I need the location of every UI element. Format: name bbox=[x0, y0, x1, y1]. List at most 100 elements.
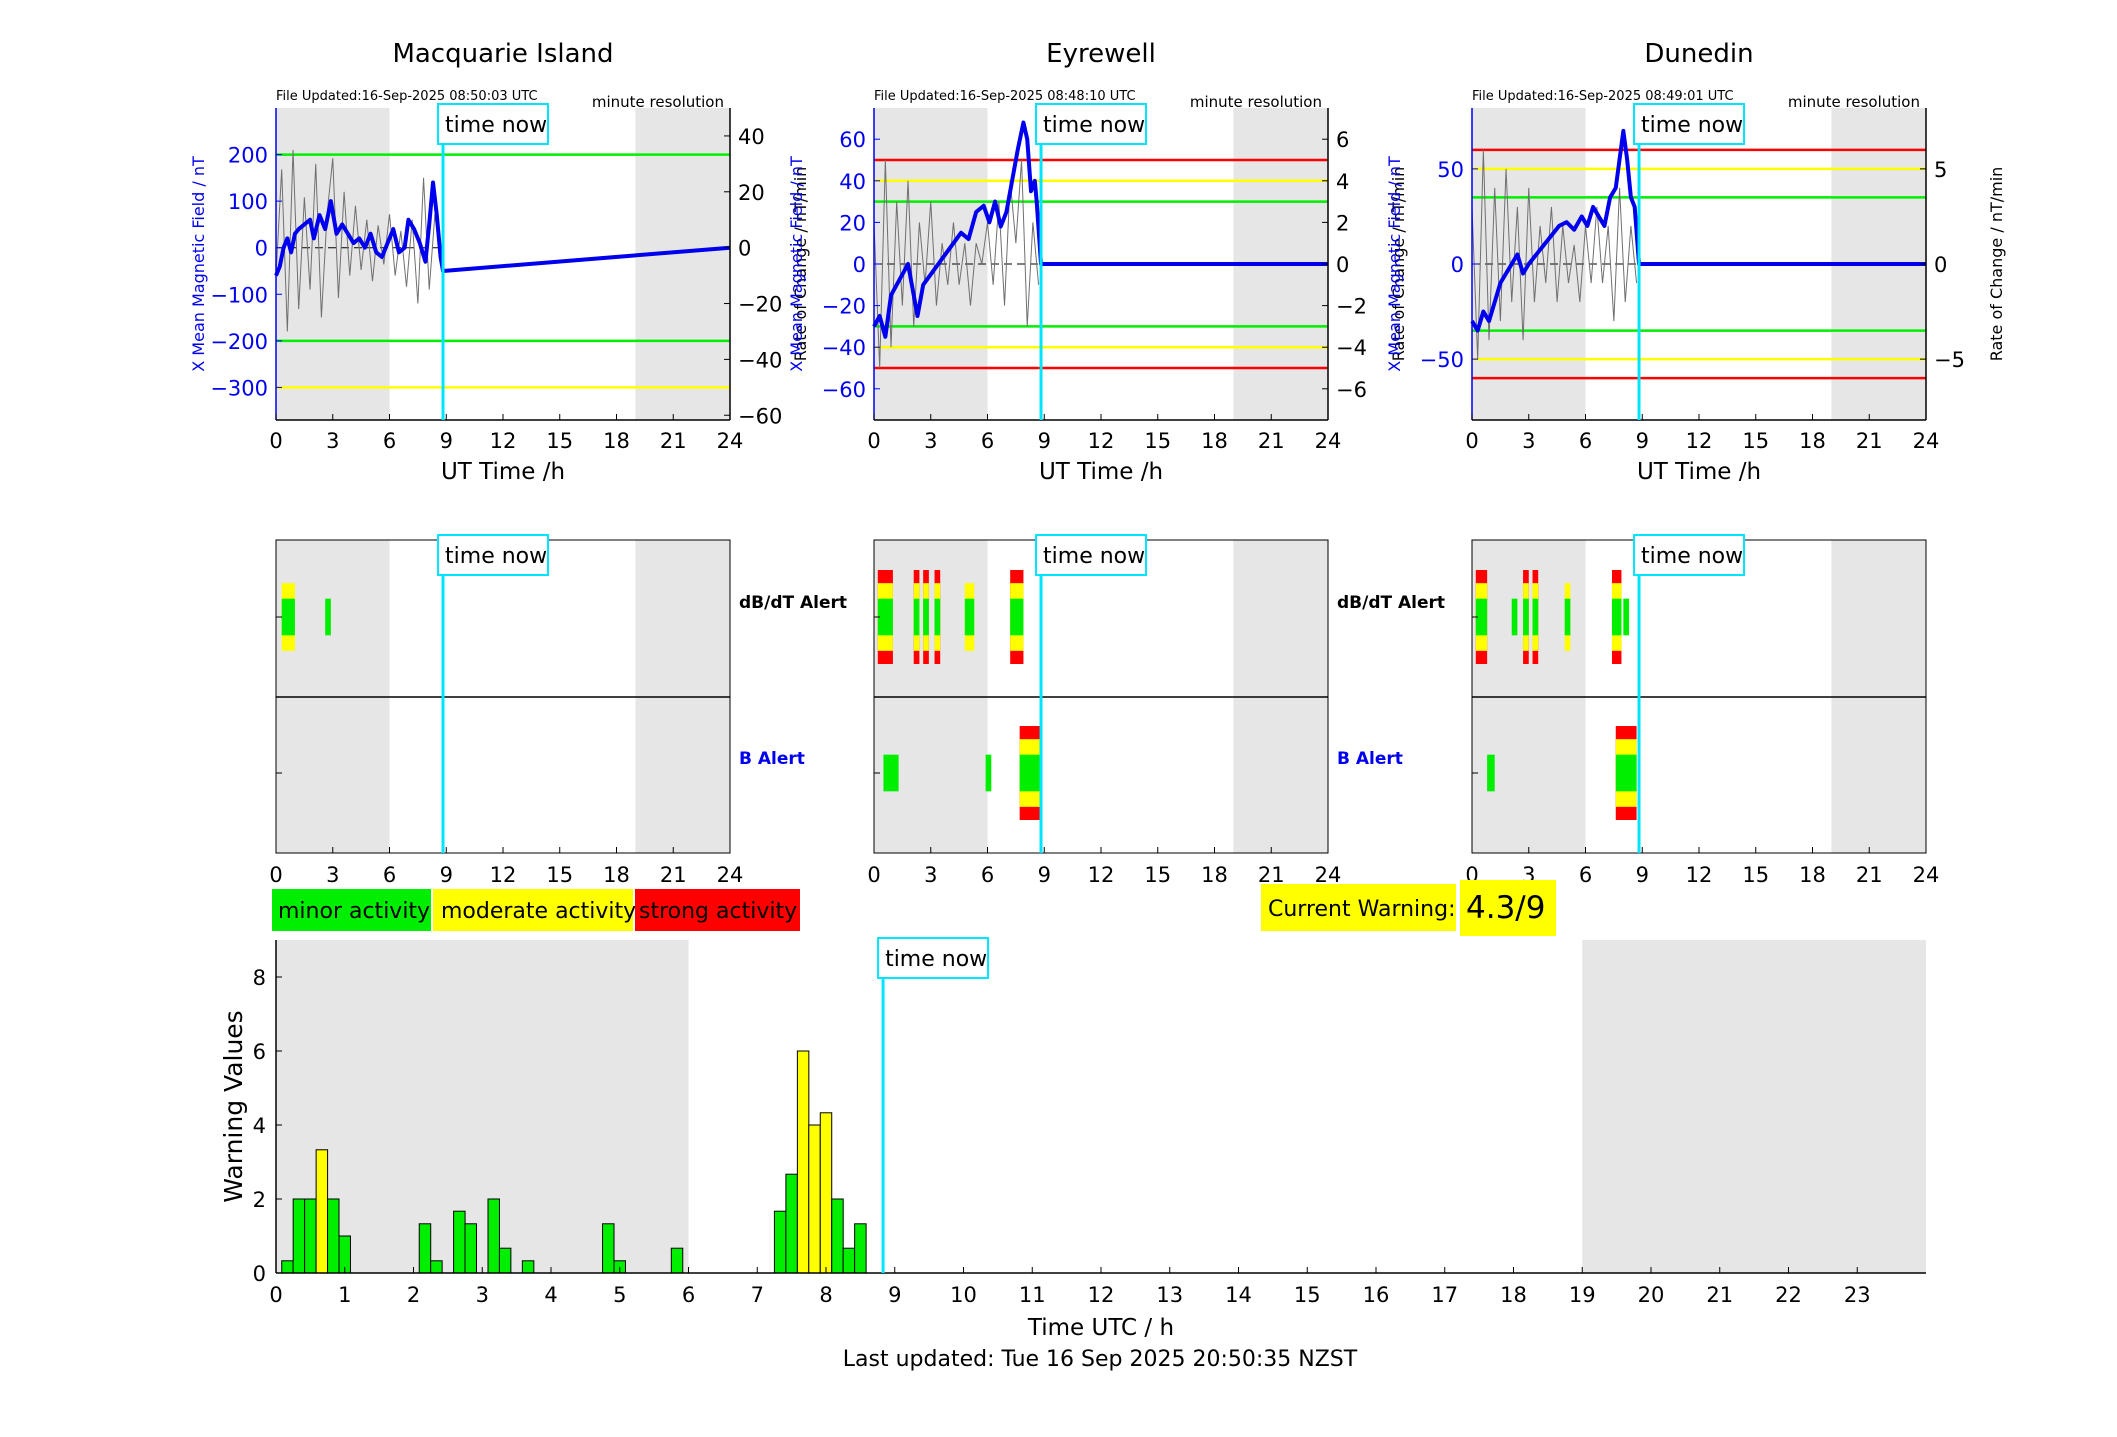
y-right-tick-label: −40 bbox=[738, 348, 782, 372]
time-now-label: time now bbox=[1043, 113, 1145, 138]
alert-bar-minor bbox=[883, 754, 899, 792]
y-tick-label: 2 bbox=[253, 1188, 266, 1212]
x-tick-label: 20 bbox=[1638, 1283, 1665, 1307]
x-tick-label: 24 bbox=[1913, 863, 1940, 887]
legend-minor-swatch bbox=[272, 889, 431, 931]
station-panel-dun: Dunedin File Updated:16-Sep-2025 08:49:01… bbox=[1385, 39, 2006, 485]
alert-bar-minor bbox=[964, 598, 975, 636]
mean-field-series bbox=[1470, 128, 1926, 333]
x-tick-label: 0 bbox=[867, 429, 880, 453]
current-warning-value-box bbox=[1460, 880, 1556, 936]
x-axis-label: UT Time /h bbox=[441, 459, 565, 485]
y-left-tick-label: 60 bbox=[839, 128, 866, 152]
y-right-tick-label: 6 bbox=[1336, 128, 1349, 152]
x-tick-label: 0 bbox=[867, 863, 880, 887]
y-left-tick-label: 20 bbox=[839, 211, 866, 235]
x-tick-label: 15 bbox=[546, 429, 573, 453]
warning-bar bbox=[785, 1173, 798, 1274]
warning-bar bbox=[854, 1223, 867, 1274]
x-tick-label: 12 bbox=[490, 429, 517, 453]
x-tick-label: 21 bbox=[660, 863, 687, 887]
current-warning-label-box bbox=[1261, 884, 1456, 931]
alert-bar-minor bbox=[923, 598, 929, 636]
y-left-tick-label: −50 bbox=[1420, 348, 1464, 372]
x-tick-label: 11 bbox=[1019, 1283, 1046, 1307]
x-tick-label: 0 bbox=[269, 429, 282, 453]
y-left-axis-label: X Mean Magnetic Field / nT bbox=[189, 156, 208, 372]
resolution-text: minute resolution bbox=[1190, 93, 1322, 111]
warning-bar bbox=[418, 1223, 432, 1274]
y-right-tick-label: 0 bbox=[1336, 253, 1349, 277]
alert-bar-minor bbox=[913, 598, 920, 636]
x-tick-label: 18 bbox=[1201, 429, 1228, 453]
x-tick-label: 18 bbox=[1799, 863, 1826, 887]
dbdt-alert-label: dB/dT Alert bbox=[1337, 593, 1445, 613]
alert-bar-minor bbox=[281, 598, 295, 636]
alert-bar-minor bbox=[877, 598, 893, 636]
warning-bar bbox=[819, 1112, 833, 1274]
alert-bar-minor bbox=[1523, 598, 1529, 636]
b-alert-label: B Alert bbox=[739, 749, 805, 769]
y-tick-label: 8 bbox=[253, 966, 266, 990]
station-panel-eyr: Eyrewell File Updated:16-Sep-2025 08:48:1… bbox=[787, 39, 1408, 485]
alert-bar-minor bbox=[1564, 598, 1571, 636]
x-tick-label: 4 bbox=[544, 1283, 557, 1307]
alert-bar-minor bbox=[325, 598, 331, 636]
alert-bar-minor bbox=[1615, 754, 1637, 792]
y-left-tick-label: −20 bbox=[822, 295, 866, 319]
y-right-tick-label: −60 bbox=[738, 404, 782, 428]
x-tick-label: 9 bbox=[1636, 429, 1649, 453]
x-tick-label: 9 bbox=[440, 429, 453, 453]
activity-legend: minor activity moderate activity strong … bbox=[272, 889, 800, 931]
time-now-label: time now bbox=[1641, 113, 1743, 138]
y-left-tick-label: 0 bbox=[255, 237, 268, 261]
x-tick-label: 9 bbox=[440, 863, 453, 887]
night-shading bbox=[1582, 940, 1926, 1273]
x-tick-label: 18 bbox=[1500, 1283, 1527, 1307]
legend-strong-label: strong activity bbox=[639, 899, 797, 924]
alert-bar-minor bbox=[1532, 598, 1539, 636]
warning-bar bbox=[487, 1198, 500, 1274]
dbdt-alert-label: dB/dT Alert bbox=[739, 593, 847, 613]
x-tick-label: 6 bbox=[981, 863, 994, 887]
x-tick-label: 14 bbox=[1225, 1283, 1252, 1307]
rate-of-change-series bbox=[1471, 149, 1638, 360]
y-right-axis-label: Rate of Change / nT/min bbox=[1987, 167, 2006, 362]
y-left-tick-label: 0 bbox=[853, 253, 866, 277]
x-tick-label: 6 bbox=[383, 863, 396, 887]
current-warning: Current Warning: 4.3/9 bbox=[1261, 880, 1556, 936]
warning-bar bbox=[521, 1260, 535, 1274]
x-tick-label: 21 bbox=[1258, 429, 1285, 453]
y-right-tick-label: −2 bbox=[1336, 295, 1367, 319]
time-now-label: time now bbox=[1641, 544, 1743, 569]
time-now-box bbox=[1633, 534, 1746, 576]
y-right-tick-label: 2 bbox=[1336, 211, 1349, 235]
x-tick-label: 6 bbox=[1579, 429, 1592, 453]
x-tick-label: 22 bbox=[1775, 1283, 1802, 1307]
y-left-tick-label: −200 bbox=[210, 330, 268, 354]
y-right-tick-label: 4 bbox=[1336, 170, 1349, 194]
alert-bar-minor bbox=[1019, 754, 1043, 792]
x-tick-label: 3 bbox=[1522, 429, 1535, 453]
alert-bar-minor bbox=[1623, 598, 1630, 636]
x-axis-label: UT Time /h bbox=[1039, 459, 1163, 485]
x-axis-label: UT Time /h bbox=[1637, 459, 1761, 485]
legend-minor-label: minor activity bbox=[278, 899, 430, 924]
x-tick-label: 24 bbox=[1315, 863, 1342, 887]
b-alert-label: B Alert bbox=[1337, 749, 1403, 769]
warning-bar bbox=[602, 1223, 615, 1274]
x-tick-label: 2 bbox=[407, 1283, 420, 1307]
time-now-label: time now bbox=[885, 947, 987, 972]
last-updated-text: Last updated: Tue 16 Sep 2025 20:50:35 N… bbox=[843, 1347, 1358, 1372]
time-now-box bbox=[437, 103, 550, 145]
mean-field-series bbox=[274, 180, 731, 277]
resolution-text: minute resolution bbox=[1788, 93, 1920, 111]
alert-panel-eyr: 0 3 6 9 12 15 18 21 24 dB/dT Alert B Alert time now bbox=[867, 534, 1445, 887]
y-tick-label: 0 bbox=[253, 1262, 266, 1286]
x-tick-label: 24 bbox=[717, 863, 744, 887]
station-title: Eyrewell bbox=[1046, 39, 1156, 69]
warning-bar bbox=[670, 1247, 684, 1274]
warning-bar bbox=[327, 1198, 340, 1274]
y-left-tick-label: 100 bbox=[228, 190, 268, 214]
